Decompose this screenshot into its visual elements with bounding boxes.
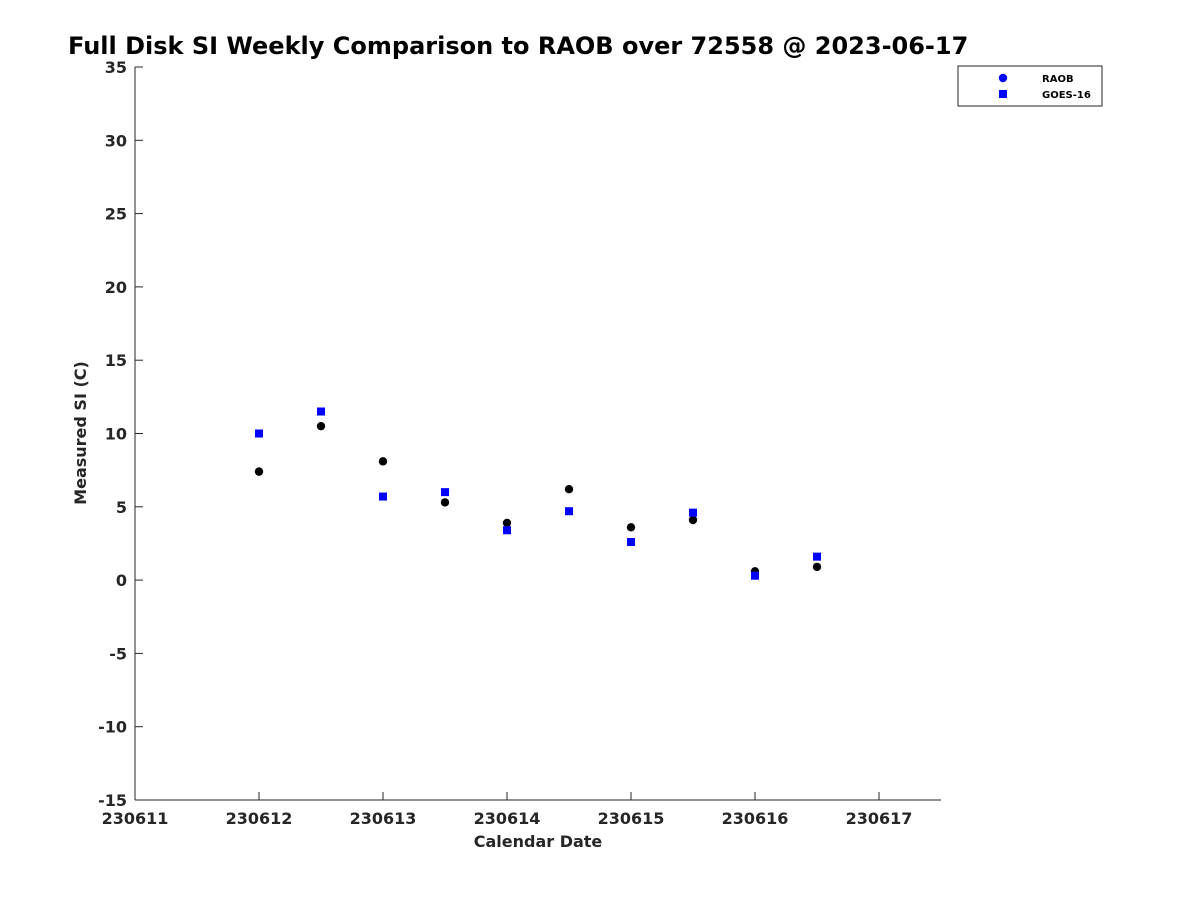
y-tick-label: 20 bbox=[105, 278, 127, 297]
y-tick-label: -5 bbox=[109, 644, 127, 663]
x-axis-ticks: 230611 230612 230613 230614 230615 230616 2306… bbox=[102, 792, 913, 828]
raob-point bbox=[316, 421, 326, 431]
goes-16-point bbox=[751, 571, 759, 580]
raob-point bbox=[626, 523, 636, 532]
y-tick-label: 10 bbox=[105, 425, 127, 444]
y-tick-label: 15 bbox=[105, 351, 127, 370]
raob-point bbox=[440, 498, 450, 507]
goes-16-point bbox=[689, 508, 697, 517]
raob-point bbox=[812, 562, 822, 572]
y-tick-label: -15 bbox=[98, 791, 127, 810]
raob-point bbox=[564, 485, 574, 494]
x-tick-label: 230617 bbox=[846, 809, 913, 828]
raob-point bbox=[254, 467, 264, 476]
goes-16-point bbox=[503, 526, 511, 535]
y-tick-label: 25 bbox=[105, 205, 127, 224]
legend-box bbox=[957, 65, 1103, 107]
legend-goes-16-label: GOES-16 bbox=[1042, 90, 1091, 101]
chart-title: Full Disk SI Weekly Comparison to RAOB o… bbox=[68, 32, 968, 60]
x-tick-label: 230614 bbox=[474, 809, 541, 828]
y-tick-label: 35 bbox=[105, 58, 127, 77]
x-tick-label: 230616 bbox=[722, 809, 789, 828]
y-tick-label: -10 bbox=[98, 718, 127, 737]
goes-16-point bbox=[379, 492, 387, 501]
x-tick-label: 230612 bbox=[226, 809, 293, 828]
raob-point bbox=[378, 457, 388, 466]
x-tick-label: 230613 bbox=[350, 809, 417, 828]
legend-raob-marker bbox=[998, 73, 1008, 83]
raob-point bbox=[688, 515, 698, 525]
y-tick-label: 5 bbox=[116, 498, 127, 517]
x-tick-label: 230615 bbox=[598, 809, 665, 828]
goes-16-point bbox=[627, 537, 635, 546]
goes-16-point bbox=[255, 429, 263, 438]
y-axis-ticks: -15 -10 -5 0 5 10 15 20 25 30 35 bbox=[98, 58, 143, 810]
legend: RAOB GOES-16 bbox=[957, 65, 1103, 107]
goes-16-point bbox=[565, 507, 573, 516]
raob-point bbox=[502, 518, 512, 528]
goes-16-point bbox=[813, 552, 821, 561]
y-tick-label: 30 bbox=[105, 131, 127, 150]
data-points bbox=[254, 407, 822, 580]
x-axis-label: Calendar Date bbox=[474, 832, 603, 851]
x-tick-label: 230611 bbox=[102, 809, 169, 828]
goes-16-point bbox=[317, 407, 325, 416]
goes-16-point bbox=[441, 488, 449, 497]
legend-goes-16-marker bbox=[999, 90, 1007, 98]
legend-raob-label: RAOB bbox=[1042, 74, 1074, 85]
y-axis-label: Measured SI (C) bbox=[71, 361, 90, 505]
y-tick-label: 0 bbox=[116, 571, 127, 590]
